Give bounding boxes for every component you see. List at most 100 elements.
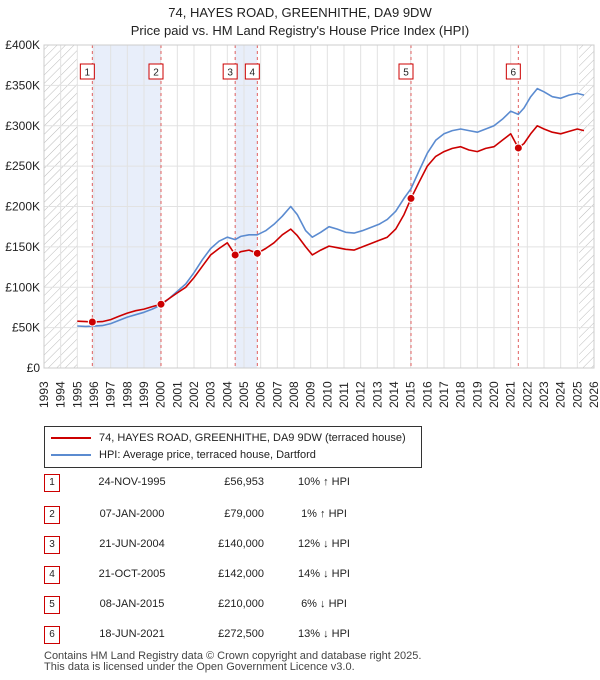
y-tick-label: £0 — [27, 361, 41, 375]
sale-number-badge: 2 — [44, 506, 60, 524]
x-tick-label: 2007 — [270, 381, 284, 408]
sale-point — [156, 299, 166, 309]
sale-label-box — [79, 63, 95, 80]
x-tick-label: 1993 — [37, 381, 51, 408]
x-tick-label: 1998 — [120, 381, 134, 408]
sale-date: 24-NOV-1995 — [98, 476, 166, 488]
x-tick-label: 2015 — [404, 381, 418, 408]
y-tick-label: £300K — [5, 119, 40, 133]
sale-date: 21-JUN-2004 — [99, 538, 165, 550]
x-tick-label: 2025 — [570, 381, 584, 408]
chart-subtitle: Price paid vs. HM Land Registry's House … — [131, 23, 469, 38]
sale-date: 18-JUN-2021 — [99, 628, 165, 640]
sale-row: 1 24-NOV-1995 £56,953 10% ↑ HPI — [44, 474, 384, 494]
x-tick-label: 2018 — [454, 381, 468, 408]
series-line — [77, 125, 585, 323]
x-tick-label: 2011 — [337, 382, 351, 408]
x-tick-label: 2006 — [254, 381, 268, 408]
x-tick-label: 2014 — [387, 381, 401, 408]
sale-row: 2 07-JAN-2000 £79,000 1% ↑ HPI — [44, 506, 384, 526]
sale-point — [513, 143, 523, 153]
y-tick-label: £200K — [5, 200, 40, 214]
legend: 74, HAYES ROAD, GREENHITHE, DA9 9DW (ter… — [44, 426, 422, 468]
sale-point — [230, 250, 240, 260]
sale-row: 3 21-JUN-2004 £140,000 12% ↓ HPI — [44, 536, 384, 556]
x-tick-label: 2009 — [304, 381, 318, 408]
sale-label-text: 1 — [85, 68, 91, 79]
x-tick-label: 2004 — [220, 381, 234, 408]
y-tick-label: £150K — [5, 240, 40, 254]
sale-number-badge: 1 — [44, 474, 60, 492]
x-tick-label: 2023 — [537, 381, 551, 408]
sale-label-text: 3 — [227, 68, 233, 79]
sale-point — [252, 248, 262, 258]
y-tick-label: £400K — [5, 38, 40, 52]
sale-label-box — [398, 63, 414, 80]
x-tick-label: 2012 — [354, 381, 368, 408]
x-tick-label: 2021 — [504, 381, 518, 408]
legend-swatch-property — [51, 437, 91, 439]
x-tick-label: 2026 — [587, 381, 600, 408]
y-tick-label: £50K — [12, 321, 40, 335]
sale-hpi-diff: 10% ↑ HPI — [298, 476, 350, 488]
legend-item-property: 74, HAYES ROAD, GREENHITHE, DA9 9DW (ter… — [51, 432, 406, 444]
y-tick-label: £100K — [5, 280, 40, 294]
sale-hpi-diff: 12% ↓ HPI — [298, 538, 350, 550]
x-tick-label: 2003 — [204, 381, 218, 408]
sale-price: £210,000 — [218, 598, 264, 610]
legend-label-hpi: HPI: Average price, terraced house, Dart… — [99, 449, 316, 461]
sale-row: 6 18-JUN-2021 £272,500 13% ↓ HPI — [44, 626, 384, 646]
x-tick-label: 2005 — [237, 381, 251, 408]
x-tick-label: 1996 — [87, 381, 101, 408]
sale-label-box — [244, 63, 260, 80]
sale-hpi-diff: 1% ↑ HPI — [301, 508, 347, 520]
x-tick-label: 2008 — [287, 381, 301, 408]
chart-title: 74, HAYES ROAD, GREENHITHE, DA9 9DW — [168, 5, 432, 20]
x-tick-label: 2000 — [154, 381, 168, 408]
footer-license: This data is licensed under the Open Gov… — [44, 661, 355, 673]
sale-row: 4 21-OCT-2005 £142,000 14% ↓ HPI — [44, 566, 384, 586]
x-tick-label: 2001 — [170, 381, 184, 408]
legend-item-hpi: HPI: Average price, terraced house, Dart… — [51, 449, 316, 461]
sale-label-text: 4 — [250, 68, 256, 79]
sale-price: £56,953 — [224, 476, 264, 488]
sale-price: £79,000 — [224, 508, 264, 520]
sale-date: 07-JAN-2000 — [99, 508, 165, 520]
x-tick-label: 1995 — [70, 381, 84, 408]
x-tick-label: 2024 — [554, 381, 568, 408]
x-tick-label: 1999 — [137, 381, 151, 408]
sale-label-box — [505, 63, 521, 80]
sale-number-badge: 4 — [44, 566, 60, 584]
sale-label-text: 6 — [511, 68, 517, 79]
footer-copyright: Contains HM Land Registry data © Crown c… — [44, 650, 422, 662]
legend-swatch-hpi — [51, 454, 91, 456]
sale-point — [406, 193, 416, 203]
legend-label-property: 74, HAYES ROAD, GREENHITHE, DA9 9DW (ter… — [99, 432, 406, 444]
x-tick-label: 2017 — [437, 381, 451, 408]
x-tick-label: 2016 — [420, 381, 434, 408]
sale-number-badge: 3 — [44, 536, 60, 554]
y-tick-label: £250K — [5, 159, 40, 173]
x-tick-label: 2020 — [487, 381, 501, 408]
price-chart: 74, HAYES ROAD, GREENHITHE, DA9 9DW Pric… — [5, 5, 600, 408]
sale-label-box — [222, 63, 238, 80]
sale-price: £140,000 — [218, 538, 264, 550]
y-tick-label: £350K — [5, 78, 40, 92]
sale-hpi-diff: 14% ↓ HPI — [298, 568, 350, 580]
x-tick-label: 1997 — [104, 381, 118, 408]
x-tick-label: 2010 — [320, 381, 334, 408]
plot-border — [43, 44, 595, 369]
sale-row: 5 08-JAN-2015 £210,000 6% ↓ HPI — [44, 596, 384, 616]
footer: Contains HM Land Registry data © Crown c… — [44, 651, 421, 673]
sale-number-badge: 6 — [44, 626, 60, 644]
x-tick-label: 2019 — [470, 381, 484, 408]
sale-date: 21-OCT-2005 — [98, 568, 166, 580]
sale-number-badge: 5 — [44, 596, 60, 614]
x-tick-label: 2022 — [520, 381, 534, 408]
sale-date: 08-JAN-2015 — [99, 598, 165, 610]
x-tick-label: 1994 — [54, 381, 68, 408]
x-tick-label: 2002 — [187, 381, 201, 408]
sale-label-text: 5 — [403, 68, 409, 79]
sale-price: £272,500 — [218, 628, 264, 640]
sale-hpi-diff: 13% ↓ HPI — [298, 628, 350, 640]
